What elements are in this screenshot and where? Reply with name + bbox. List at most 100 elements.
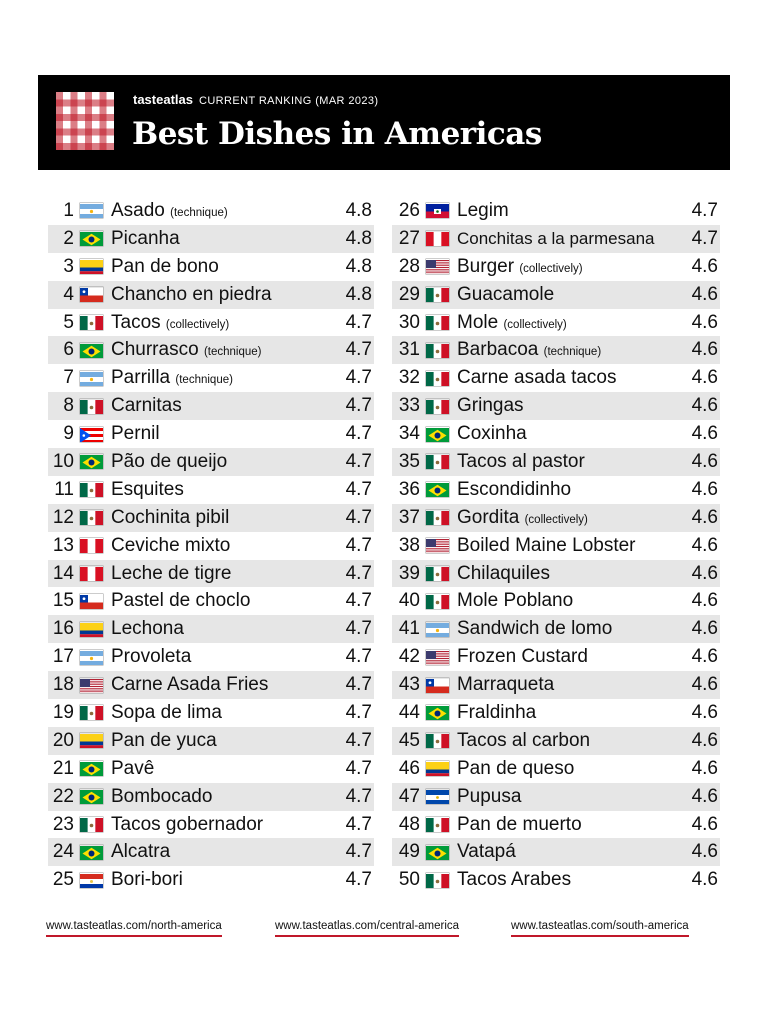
rank-number: 10 — [52, 450, 74, 472]
dish-score: 4.6 — [691, 646, 718, 668]
mexico-flag-icon — [80, 399, 103, 414]
link-north-america[interactable]: www.tasteatlas.com/north-america — [46, 920, 222, 937]
mexico-flag-icon — [80, 705, 103, 721]
ranking-row: 21 Pavê 4.7 — [48, 755, 374, 783]
rank-number: 44 — [398, 701, 420, 723]
dish-score: 4.7 — [691, 199, 718, 221]
ranking-column-right: 26 Legim 4.7 27 Conchitas a la parmesana 4.7 2… — [392, 197, 720, 894]
dish-name-text: Burger — [457, 255, 515, 277]
rank-number: 32 — [398, 367, 420, 389]
colombia-flag-icon — [80, 733, 103, 749]
link-central-america[interactable]: www.tasteatlas.com/central-america — [275, 920, 460, 937]
mexico-flag-icon — [426, 510, 449, 526]
ranking-row: 12 Cochinita pibil 4.7 — [48, 503, 374, 532]
brazil-flag-icon — [426, 482, 449, 498]
dish-score: 4.6 — [691, 534, 718, 556]
brazil-flag-icon — [426, 845, 449, 860]
ranking-row: 14 Leche de tigre 4.7 — [48, 559, 374, 588]
dish-note: (collectively) — [503, 318, 567, 331]
ranking-row: 22 Bombocado 4.7 — [48, 782, 374, 811]
peru-flag-icon — [80, 566, 103, 582]
brazil-flag-icon — [80, 845, 103, 860]
ranking-row: 27 Conchitas a la parmesana 4.7 — [392, 224, 720, 253]
rank-number: 36 — [398, 478, 420, 500]
dish-name: Pastel de choclo — [111, 590, 332, 612]
dish-score: 4.6 — [691, 590, 718, 612]
brazil-flag-icon — [80, 789, 103, 805]
dish-name: Pan de yuca — [111, 730, 332, 752]
dish-name: Escondidinho — [457, 479, 678, 501]
dish-name-text: Boiled Maine Lobster — [457, 534, 636, 556]
dish-name-text: Carne asada tacos — [457, 367, 617, 389]
dish-score: 4.6 — [691, 841, 718, 863]
ranking-row: 47 Pupusa 4.6 — [392, 782, 720, 811]
ranking-row: 7 Parrilla (technique) 4.7 — [48, 364, 374, 392]
haiti-flag-icon — [426, 203, 449, 219]
dish-name: Mole (collectively) — [457, 312, 678, 334]
rank-number: 21 — [52, 757, 74, 779]
dish-score: 4.7 — [345, 478, 372, 500]
dish-name: Barbacoa (technique) — [457, 339, 678, 361]
rank-number: 37 — [398, 506, 420, 528]
rank-number: 28 — [398, 255, 420, 277]
dish-score: 4.6 — [691, 283, 718, 305]
usa-flag-icon — [80, 678, 103, 693]
dish-name-text: Parrilla — [111, 367, 171, 389]
rank-number: 4 — [63, 283, 74, 305]
argentina-flag-icon — [426, 622, 449, 637]
mexico-flag-icon — [80, 482, 103, 498]
ranking-row: 45 Tacos al carbon 4.6 — [392, 726, 720, 755]
dish-name: Pan de queso — [457, 758, 678, 780]
dish-name: Carne Asada Fries — [111, 674, 332, 696]
link-south-america[interactable]: www.tasteatlas.com/south-america — [511, 920, 689, 937]
brand-name: tasteatlas — [133, 92, 193, 107]
brazil-flag-icon — [426, 705, 449, 721]
dish-name: Gordita (collectively) — [457, 507, 678, 529]
colombia-flag-icon — [80, 259, 103, 275]
rank-number: 42 — [398, 646, 420, 668]
brand-line: tasteatlas CURRENT RANKING (MAR 2023) — [133, 92, 379, 107]
dish-score: 4.7 — [345, 674, 372, 696]
dish-score: 4.7 — [345, 646, 372, 668]
rank-number: 22 — [52, 785, 74, 807]
dish-name: Legim — [457, 200, 678, 222]
dish-name-text: Pan de muerto — [457, 813, 582, 835]
dish-name: Provoleta — [111, 646, 332, 668]
mexico-flag-icon — [426, 817, 449, 833]
ranking-row: 9 Pernil 4.7 — [48, 420, 374, 448]
rank-number: 18 — [52, 674, 74, 696]
rank-number: 7 — [63, 367, 74, 389]
dish-name-text: Carne Asada Fries — [111, 674, 269, 696]
chile-flag-icon — [80, 287, 103, 303]
dish-name-text: Coxinha — [457, 423, 527, 445]
dish-name: Bori-bori — [111, 869, 332, 891]
rank-number: 39 — [398, 562, 420, 584]
rank-number: 6 — [63, 339, 74, 361]
dish-name-text: Ceviche mixto — [111, 534, 231, 556]
mexico-flag-icon — [426, 733, 449, 749]
ranking-row: 28 Burger (collectively) 4.6 — [392, 253, 720, 281]
ranking-row: 29 Guacamole 4.6 — [392, 280, 720, 309]
rank-number: 12 — [52, 506, 74, 528]
dish-name-text: Gringas — [457, 395, 524, 417]
dish-name: Esquites — [111, 479, 332, 501]
ranking-row: 5 Tacos (collectively) 4.7 — [48, 309, 374, 337]
mexico-flag-icon — [80, 510, 103, 526]
dish-name-text: Tacos — [111, 311, 161, 333]
dish-name-text: Pavê — [111, 757, 155, 779]
dish-score: 4.6 — [691, 423, 718, 445]
ranking-row: 48 Pan de muerto 4.6 — [392, 811, 720, 839]
dish-score: 4.6 — [691, 311, 718, 333]
rank-number: 38 — [398, 534, 420, 556]
page-title: Best Dishes in Americas — [132, 116, 542, 152]
dish-name: Boiled Maine Lobster — [457, 535, 678, 557]
mexico-flag-icon — [80, 315, 103, 330]
peru-flag-icon — [426, 231, 449, 247]
dish-score: 4.7 — [345, 841, 372, 863]
ranking-row: 35 Tacos al pastor 4.6 — [392, 448, 720, 476]
dish-name-text: Tacos al carbon — [457, 729, 591, 751]
argentina-flag-icon — [80, 371, 103, 386]
dish-name: Alcatra — [111, 841, 332, 863]
puerto-rico-flag-icon — [80, 427, 103, 442]
dish-name-text: Legim — [457, 199, 509, 221]
